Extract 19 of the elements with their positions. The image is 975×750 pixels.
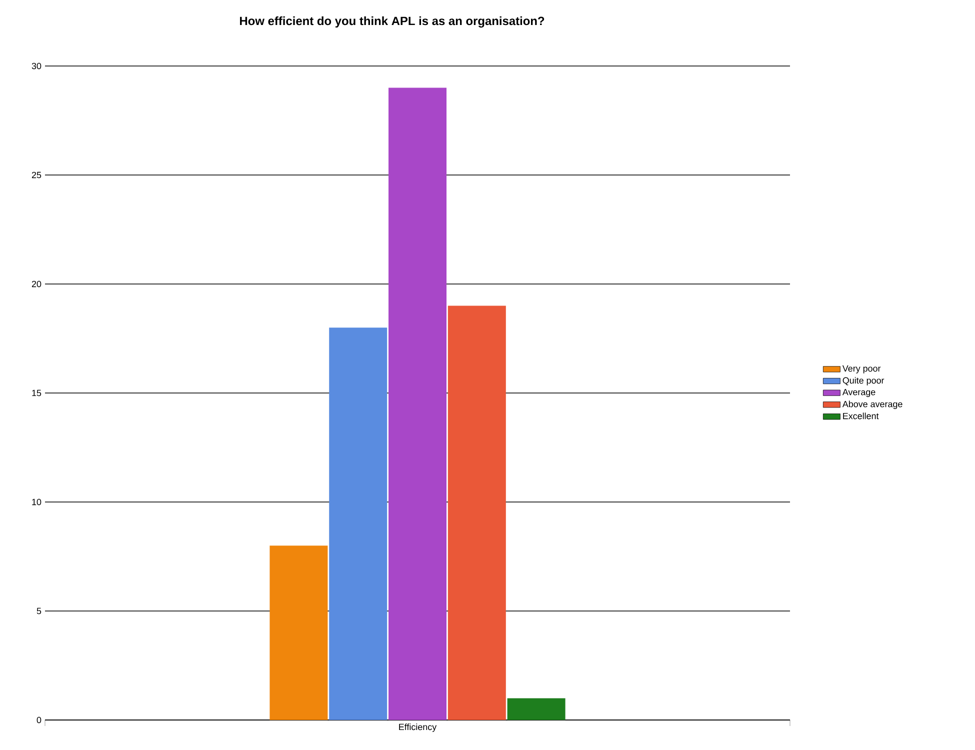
legend-label: Above average [842, 400, 902, 410]
y-tick-label: 25 [32, 172, 42, 178]
x-tick-label: Efficiency [399, 724, 437, 732]
legend-label: Quite poor [842, 377, 884, 386]
bar [448, 306, 506, 720]
y-tick-label: 20 [32, 280, 42, 288]
chart-title: How efficient do you think APL is as an organisation? [240, 16, 544, 28]
legend-label: Average [842, 388, 876, 398]
bar [329, 328, 388, 720]
y-tick-label: 0 [36, 716, 42, 724]
legend-label: Very poor [842, 365, 881, 374]
y-tick-label: 10 [32, 498, 42, 506]
bar [270, 546, 328, 720]
legend-label: Excellent [843, 412, 879, 420]
y-tick-label: 15 [32, 390, 42, 396]
bar [507, 698, 566, 720]
bar [388, 88, 447, 720]
y-tick-label: 30 [32, 62, 42, 70]
y-tick-label: 5 [36, 608, 42, 614]
